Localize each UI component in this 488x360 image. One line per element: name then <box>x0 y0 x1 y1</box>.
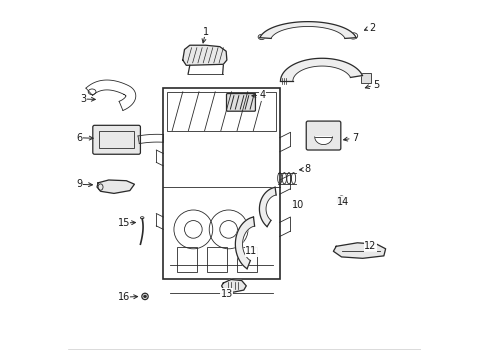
Bar <box>237 247 256 272</box>
Text: 10: 10 <box>291 200 303 210</box>
Polygon shape <box>97 180 134 193</box>
Text: 15: 15 <box>117 218 130 228</box>
Text: 9: 9 <box>77 179 83 189</box>
Text: 6: 6 <box>77 133 83 143</box>
Text: 16: 16 <box>117 292 130 302</box>
Bar <box>177 247 197 272</box>
Polygon shape <box>280 58 362 81</box>
Polygon shape <box>260 22 355 39</box>
FancyBboxPatch shape <box>93 125 140 154</box>
FancyBboxPatch shape <box>226 94 255 111</box>
Polygon shape <box>235 217 254 269</box>
Bar <box>207 247 226 272</box>
Text: 1: 1 <box>202 27 208 37</box>
Text: 12: 12 <box>364 241 376 251</box>
Circle shape <box>143 295 146 298</box>
Text: 4: 4 <box>259 90 265 100</box>
Polygon shape <box>333 243 385 258</box>
Text: 7: 7 <box>351 133 357 143</box>
Bar <box>360 73 370 83</box>
Text: 2: 2 <box>368 23 374 33</box>
Text: 14: 14 <box>336 197 348 207</box>
Text: 5: 5 <box>372 80 379 90</box>
Polygon shape <box>183 45 226 66</box>
Text: 8: 8 <box>304 165 310 174</box>
FancyBboxPatch shape <box>305 121 340 150</box>
Polygon shape <box>314 137 332 145</box>
Polygon shape <box>221 279 246 292</box>
Bar <box>166 92 276 131</box>
Text: 3: 3 <box>80 94 86 104</box>
Bar <box>99 131 134 148</box>
Text: 13: 13 <box>220 289 232 298</box>
Text: 11: 11 <box>245 246 257 256</box>
Polygon shape <box>259 187 276 227</box>
